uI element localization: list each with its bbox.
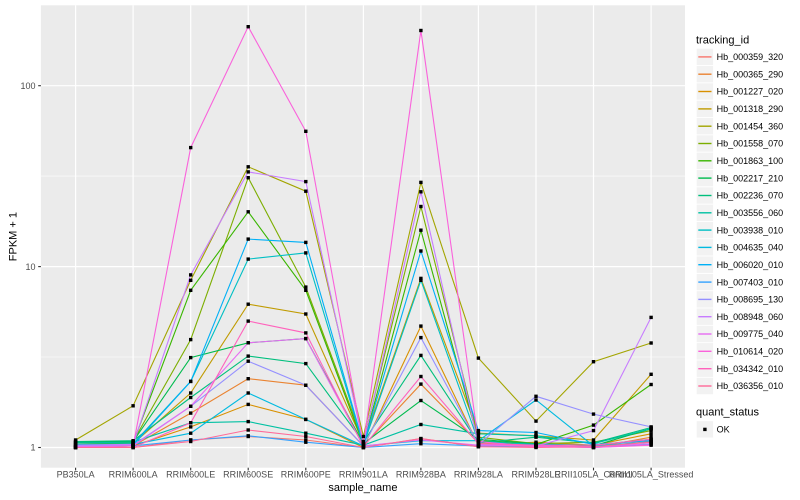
svg-text:Hb_003556_060: Hb_003556_060 <box>717 208 784 218</box>
svg-text:Hb_009775_040: Hb_009775_040 <box>717 329 784 339</box>
svg-text:Hb_002217_210: Hb_002217_210 <box>717 173 784 183</box>
svg-text:Hb_034342_010: Hb_034342_010 <box>717 364 784 374</box>
svg-text:Hb_008695_130: Hb_008695_130 <box>717 295 784 305</box>
svg-text:Hb_001454_360: Hb_001454_360 <box>717 121 784 131</box>
svg-text:10: 10 <box>25 262 35 272</box>
svg-text:RRIM928BA: RRIM928BA <box>396 470 446 480</box>
svg-text:OK: OK <box>717 425 730 435</box>
svg-text:Hb_000359_320: Hb_000359_320 <box>717 52 784 62</box>
svg-text:100: 100 <box>20 81 35 91</box>
svg-text:1: 1 <box>30 443 35 453</box>
svg-text:Hb_003938_010: Hb_003938_010 <box>717 225 784 235</box>
svg-text:RRIM928LA: RRIM928LA <box>454 470 503 480</box>
svg-text:Hb_001558_070: Hb_001558_070 <box>717 139 784 149</box>
svg-text:Hb_000365_290: Hb_000365_290 <box>717 69 784 79</box>
svg-text:Hb_001863_100: Hb_001863_100 <box>717 156 784 166</box>
svg-text:RRIM600LE: RRIM600LE <box>166 470 215 480</box>
svg-text:Hb_008948_060: Hb_008948_060 <box>717 312 784 322</box>
svg-text:Hb_006020_010: Hb_006020_010 <box>717 260 784 270</box>
svg-text:RRIM928LE: RRIM928LE <box>511 470 560 480</box>
svg-text:Hb_001227_020: Hb_001227_020 <box>717 87 784 97</box>
svg-text:Hb_007403_010: Hb_007403_010 <box>717 277 784 287</box>
svg-text:Hb_004635_040: Hb_004635_040 <box>717 243 784 253</box>
svg-text:RRIM901LA: RRIM901LA <box>339 470 388 480</box>
svg-text:FPKM + 1: FPKM + 1 <box>8 212 20 261</box>
svg-text:RRII105LA_Stressed: RRII105LA_Stressed <box>609 470 694 480</box>
svg-text:RRIM600LA: RRIM600LA <box>109 470 158 480</box>
svg-text:Hb_036356_010: Hb_036356_010 <box>717 381 784 391</box>
svg-text:quant_status: quant_status <box>696 406 759 418</box>
svg-text:sample_name: sample_name <box>328 482 397 494</box>
svg-text:tracking_id: tracking_id <box>696 35 749 47</box>
svg-text:Hb_010614_020: Hb_010614_020 <box>717 347 784 357</box>
svg-text:RRII105LA_Control: RRII105LA_Control <box>554 470 632 480</box>
svg-text:Hb_001318_290: Hb_001318_290 <box>717 104 784 114</box>
svg-text:RRIM600PE: RRIM600PE <box>281 470 331 480</box>
svg-text:Hb_002236_070: Hb_002236_070 <box>717 191 784 201</box>
svg-text:PB350LA: PB350LA <box>57 470 95 480</box>
svg-text:RRIM600SE: RRIM600SE <box>223 470 273 480</box>
